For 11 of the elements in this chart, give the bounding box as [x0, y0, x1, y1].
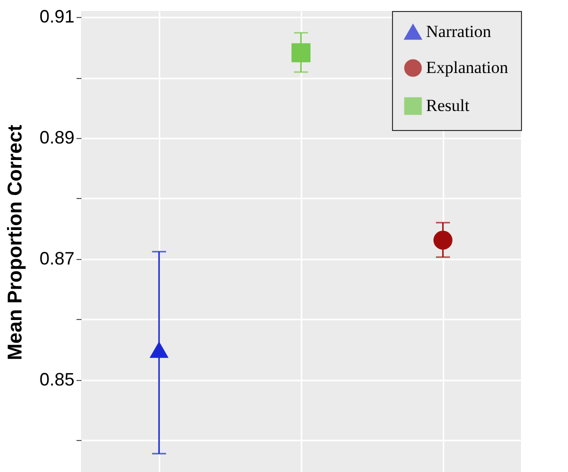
- y-tick-label: 0.91: [39, 6, 74, 27]
- point: [150, 341, 169, 358]
- y-tick-label: 0.89: [39, 127, 74, 148]
- point: [292, 43, 310, 62]
- legend-label: Result: [426, 96, 470, 115]
- y-axis-title: Mean Proportion Correct: [4, 124, 26, 360]
- legend-label: Explanation: [426, 58, 509, 77]
- y-tick-label: 0.85: [39, 369, 74, 390]
- legend-label: Narration: [426, 22, 492, 41]
- point: [433, 230, 452, 250]
- y-tick-label: 0.87: [39, 248, 74, 268]
